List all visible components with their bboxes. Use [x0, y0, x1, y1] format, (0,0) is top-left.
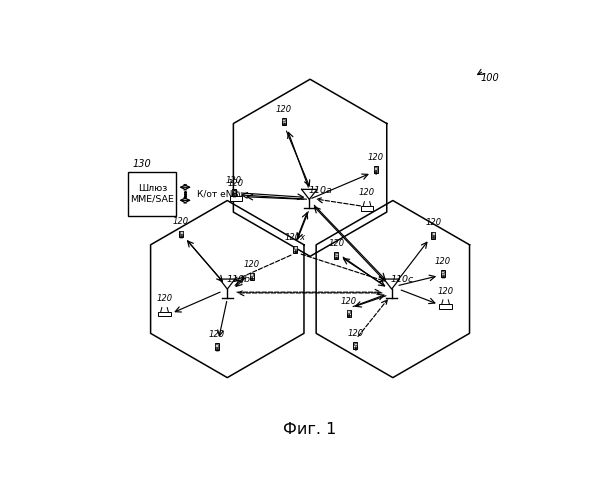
Bar [347, 310, 350, 316]
Text: Фиг. 1: Фиг. 1 [283, 422, 337, 436]
Text: 120: 120 [228, 179, 244, 188]
Text: 120: 120 [209, 330, 225, 339]
Text: 120: 120 [157, 294, 172, 304]
Bar [347, 310, 350, 313]
Text: К/от eNB: К/от eNB [197, 190, 238, 198]
Bar [158, 312, 171, 316]
Bar [250, 274, 253, 276]
Text: 120: 120 [328, 239, 344, 248]
Bar [179, 230, 183, 237]
Text: Шлюз
ММЕ/SAE: Шлюз ММЕ/SAE [131, 184, 174, 204]
Text: 120: 120 [276, 105, 292, 114]
Bar [373, 166, 378, 173]
Bar [215, 344, 219, 350]
Polygon shape [384, 279, 399, 289]
Bar [215, 344, 218, 346]
Text: 120: 120 [425, 218, 441, 228]
Bar [249, 273, 253, 280]
Bar [180, 231, 183, 234]
Bar [442, 270, 445, 274]
Bar [354, 342, 357, 345]
Bar [232, 190, 236, 196]
Text: 120: 120 [435, 257, 451, 266]
Polygon shape [302, 190, 317, 200]
Polygon shape [220, 279, 235, 289]
Text: 120: 120 [243, 260, 260, 268]
Text: 120: 120 [367, 153, 384, 162]
Bar [432, 232, 435, 235]
Bar [230, 196, 243, 201]
FancyBboxPatch shape [128, 172, 177, 216]
Bar [283, 118, 286, 122]
Text: 110a: 110a [308, 186, 332, 194]
Text: 130: 130 [132, 158, 151, 168]
Text: 110b: 110b [226, 276, 250, 284]
Bar [353, 342, 358, 349]
Bar [439, 304, 452, 308]
Bar [441, 270, 445, 277]
Text: 120: 120 [347, 329, 364, 338]
Text: 120: 120 [359, 188, 375, 198]
Bar [293, 246, 298, 253]
Bar [334, 252, 338, 259]
Bar [294, 246, 297, 249]
Text: 120: 120 [341, 296, 356, 306]
Text: 100: 100 [480, 73, 499, 83]
Bar [361, 206, 373, 210]
Text: 120: 120 [226, 176, 242, 185]
Text: 120x: 120x [285, 232, 306, 241]
Bar [282, 118, 286, 125]
Bar [335, 252, 338, 256]
Text: 110c: 110c [390, 276, 413, 284]
Bar [431, 232, 435, 238]
Text: 120: 120 [173, 218, 189, 226]
Bar [232, 190, 235, 192]
Bar [374, 166, 377, 170]
Text: 120: 120 [437, 286, 454, 296]
